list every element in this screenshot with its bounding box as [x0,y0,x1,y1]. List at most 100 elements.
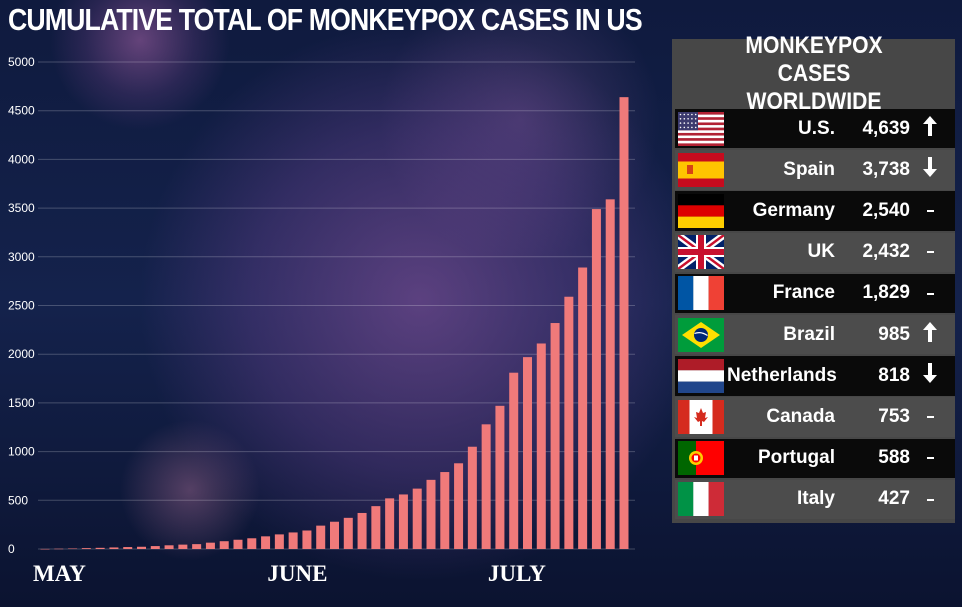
portugal-flag-icon [678,441,724,476]
chart-title: CUMULATIVE TOTAL OF MONKEYPOX CASES IN U… [8,2,643,37]
bar [274,534,284,549]
bar [178,544,188,549]
us-flag-icon [678,111,724,146]
country-row: Netherlands 818 [675,356,955,396]
panel-title: MONKEYPOX CASES WORLDWIDE [744,32,883,115]
bar [219,541,229,549]
netherlands-flag-icon [678,358,724,393]
bar [330,521,339,549]
country-row: Canada 753 [675,397,955,437]
country-row: U.S. 4,639 [675,109,955,149]
bar [523,357,532,549]
country-name: France [772,282,835,304]
bar [412,488,422,549]
bar [605,199,615,550]
y-tick-label: 4500 [8,104,35,118]
country-list: U.S. 4,639 Spain 3,738 Germany 2,540 UK 2,432 Fr… [675,109,955,521]
uk-flag-icon [678,235,724,270]
dash-icon [919,241,941,264]
y-tick-label: 4000 [8,152,35,166]
bar [578,267,588,549]
bar [137,546,146,549]
bar [467,446,477,549]
brazil-flag-icon [678,317,724,352]
case-count: 4,639 [862,117,910,139]
bar [54,548,64,550]
bar [205,542,215,549]
bar [371,506,381,549]
bar [495,405,505,549]
case-count: 753 [878,406,910,427]
italy-flag-icon [678,482,724,517]
y-tick-label: 1000 [8,445,35,459]
country-name: Netherlands [727,364,837,386]
bar [481,424,491,549]
bar [164,545,174,549]
bar [233,539,243,549]
bar [398,494,408,549]
bar [68,548,78,550]
arrow-down-icon [919,156,941,184]
case-count: 1,829 [862,282,910,304]
bar [426,479,436,549]
bar [192,544,202,549]
bar [302,530,312,549]
country-name: Germany [752,200,835,222]
y-tick-label: 2000 [8,347,35,361]
country-row: Portugal 588 [675,438,955,478]
bar [536,343,546,549]
bar [288,532,298,549]
country-row: Spain 3,738 [675,150,955,190]
bar [150,546,160,549]
germany-flag-icon [678,194,724,229]
bar [385,498,395,549]
bar [123,547,133,549]
y-tick-label: 500 [8,493,28,507]
bar [357,512,367,549]
canada-flag-icon [678,400,724,434]
dash-icon [919,282,941,305]
spain-flag-icon [678,152,724,187]
country-name: Spain [783,158,835,180]
bar [454,463,464,549]
y-tick-label: 5000 [8,55,35,69]
bar [40,548,50,550]
y-tick-label: 1500 [8,396,35,410]
bar [316,525,326,549]
dash-icon [919,406,941,429]
country-name: Canada [766,406,835,427]
y-tick-label: 0 [8,542,15,556]
bar [591,209,601,549]
x-tick-label: MAY [33,561,86,586]
dash-icon [919,488,941,511]
bar [564,296,574,549]
bar [440,472,450,549]
panel-header: MONKEYPOX CASES WORLDWIDE [672,32,955,115]
bar [95,547,105,549]
country-name: U.S. [798,117,835,139]
arrow-up-icon [919,115,941,143]
france-flag-icon [678,276,724,311]
case-count: 818 [878,364,910,386]
case-count: 588 [878,447,910,469]
country-name: Portugal [757,447,835,469]
case-count: 3,738 [862,158,910,180]
case-count: 2,540 [862,200,910,222]
bar [619,97,629,549]
dash-icon [919,200,941,223]
cases-worldwide-panel: MONKEYPOX CASES WORLDWIDE U.S. 4,639 Spain… [672,32,955,523]
country-row: UK 2,432 [675,232,955,272]
dash-icon [919,447,941,470]
country-name: UK [807,241,835,263]
bar [550,323,560,549]
country-name: Brazil [783,323,835,345]
country-row: France 1,829 [675,273,955,314]
bar [261,536,271,549]
bar [247,538,257,549]
bar [109,547,119,549]
y-tick-label: 3000 [8,250,35,264]
country-row: Germany 2,540 [675,191,955,231]
x-tick-label: JULY [488,561,546,586]
x-tick-label: JUNE [267,561,327,586]
country-row: Brazil 985 [675,314,955,355]
